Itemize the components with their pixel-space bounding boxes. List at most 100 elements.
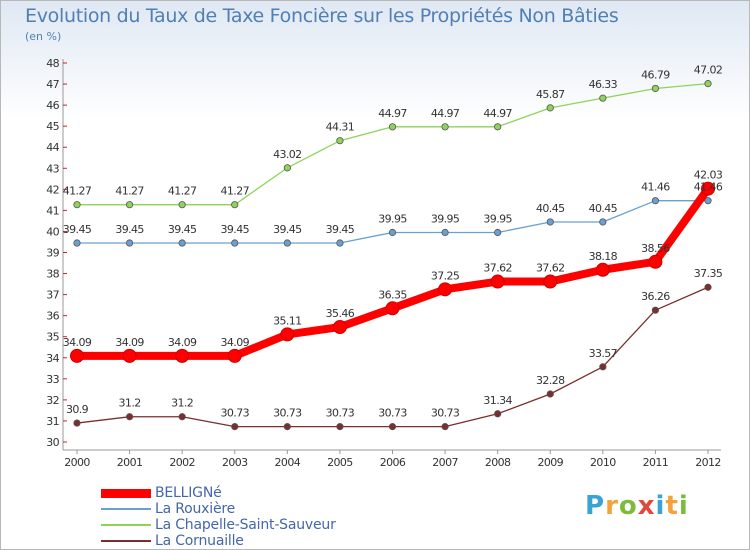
- data-point: [704, 283, 712, 291]
- x-tick-label: 2006: [380, 456, 406, 469]
- data-point: [388, 123, 397, 131]
- data-point: [490, 274, 505, 289]
- data-label: 40.45: [589, 202, 618, 215]
- legend-label: La Rouxière: [155, 501, 236, 517]
- chart-title: Evolution du Taux de Taxe Foncière sur l…: [25, 5, 619, 27]
- data-point: [704, 80, 712, 88]
- legend-swatch: [101, 524, 151, 526]
- x-tick-label: 2005: [327, 456, 353, 469]
- data-label: 39.95: [431, 212, 460, 225]
- x-tick-label: 2009: [537, 456, 563, 469]
- data-label: 35.46: [326, 307, 355, 320]
- data-label: 39.45: [221, 223, 250, 236]
- data-point: [336, 137, 344, 145]
- legend: BELLIGNé La Rouxière La Chapelle-Saint-Sau…: [101, 485, 336, 549]
- legend-swatch: [101, 488, 151, 498]
- data-label: 30.73: [431, 407, 460, 420]
- data-point: [280, 327, 295, 342]
- logo-letter: o: [618, 491, 638, 521]
- data-label: 34.09: [63, 336, 92, 349]
- data-label: 41.46: [641, 181, 670, 194]
- data-point: [283, 423, 291, 431]
- data-point: [231, 423, 239, 431]
- series-1: [73, 197, 712, 247]
- data-label: 30.73: [326, 407, 355, 420]
- series-3: [73, 283, 712, 431]
- data-point: [494, 410, 502, 418]
- data-point: [546, 218, 554, 226]
- y-tick-label: 34: [46, 352, 59, 365]
- data-point: [494, 228, 502, 237]
- data-label: 37.62: [536, 262, 565, 275]
- legend-label: BELLIGNé: [155, 485, 222, 501]
- data-point: [701, 181, 715, 196]
- legend-item: La Chapelle-Saint-Sauveur: [101, 517, 336, 533]
- y-tick-label: 37: [46, 289, 59, 302]
- data-point: [388, 228, 397, 237]
- data-label: 43.02: [273, 148, 302, 161]
- x-tick-label: 2003: [222, 456, 248, 469]
- data-point: [651, 306, 660, 314]
- data-point: [595, 262, 610, 277]
- data-point: [332, 320, 347, 335]
- legend-item: La Rouxière: [101, 501, 336, 517]
- data-label: 38.56: [641, 242, 670, 255]
- data-point: [546, 390, 554, 398]
- x-tick-label: 2001: [117, 456, 143, 469]
- data-label: 44.97: [378, 107, 407, 120]
- data-label: 44.97: [483, 107, 512, 120]
- data-label: 34.09: [221, 336, 250, 349]
- data-label: 39.95: [378, 212, 407, 225]
- data-label: 30.73: [273, 407, 302, 420]
- data-point: [122, 348, 137, 363]
- y-tick-label: 47: [46, 78, 59, 91]
- data-label: 41.27: [221, 185, 250, 198]
- x-tick-label: 2000: [64, 456, 90, 469]
- data-point: [125, 413, 134, 421]
- data-label: 30.73: [378, 407, 407, 420]
- data-point: [599, 363, 607, 371]
- y-tick-label: 43: [46, 162, 59, 175]
- data-label: 46.79: [641, 68, 670, 81]
- data-point: [73, 419, 81, 427]
- data-point: [599, 94, 607, 102]
- data-label: 39.45: [63, 223, 92, 236]
- data-label: 39.45: [326, 223, 355, 236]
- data-label: 37.62: [483, 262, 512, 275]
- data-label: 34.09: [115, 336, 144, 349]
- data-label: 37.35: [694, 267, 723, 280]
- data-point: [441, 228, 449, 237]
- data-label: 39.45: [168, 223, 197, 236]
- data-label: 30.73: [221, 407, 250, 420]
- y-tick-label: 46: [46, 99, 59, 112]
- data-label: 38.18: [589, 250, 618, 263]
- x-tick-label: 2008: [485, 456, 511, 469]
- data-point: [178, 201, 186, 209]
- data-point: [178, 413, 186, 421]
- data-point: [651, 84, 660, 93]
- chart-unit-label: (en %): [25, 30, 62, 43]
- data-point: [441, 123, 449, 131]
- chart-axes: 30 31 32 33 34 35 36 37 38 39 40 41 42 43 44 45 46 47 48 20…: [46, 57, 721, 469]
- data-point: [599, 218, 607, 226]
- y-tick-label: 40: [46, 225, 59, 238]
- data-point: [438, 282, 453, 297]
- proxiti-logo: Proxiti: [585, 491, 689, 521]
- x-tick-label: 2012: [695, 456, 721, 469]
- logo-letter: r: [605, 491, 619, 521]
- data-point: [227, 348, 242, 363]
- y-tick-label: 45: [46, 120, 59, 133]
- y-tick-label: 36: [46, 310, 59, 323]
- legend-label: La Cornuaille: [155, 533, 244, 549]
- logo-letter: P: [585, 491, 606, 521]
- data-label: 35.11: [273, 314, 302, 327]
- y-tick-label: 35: [46, 331, 59, 344]
- logo-letter: t: [665, 491, 679, 521]
- data-label: 41.27: [115, 185, 144, 198]
- data-point: [388, 423, 397, 431]
- x-tick-label: 2002: [169, 456, 195, 469]
- data-label: 45.87: [536, 88, 565, 101]
- data-label: 32.28: [536, 374, 565, 387]
- data-point: [73, 201, 81, 209]
- data-label: 47.02: [694, 64, 723, 77]
